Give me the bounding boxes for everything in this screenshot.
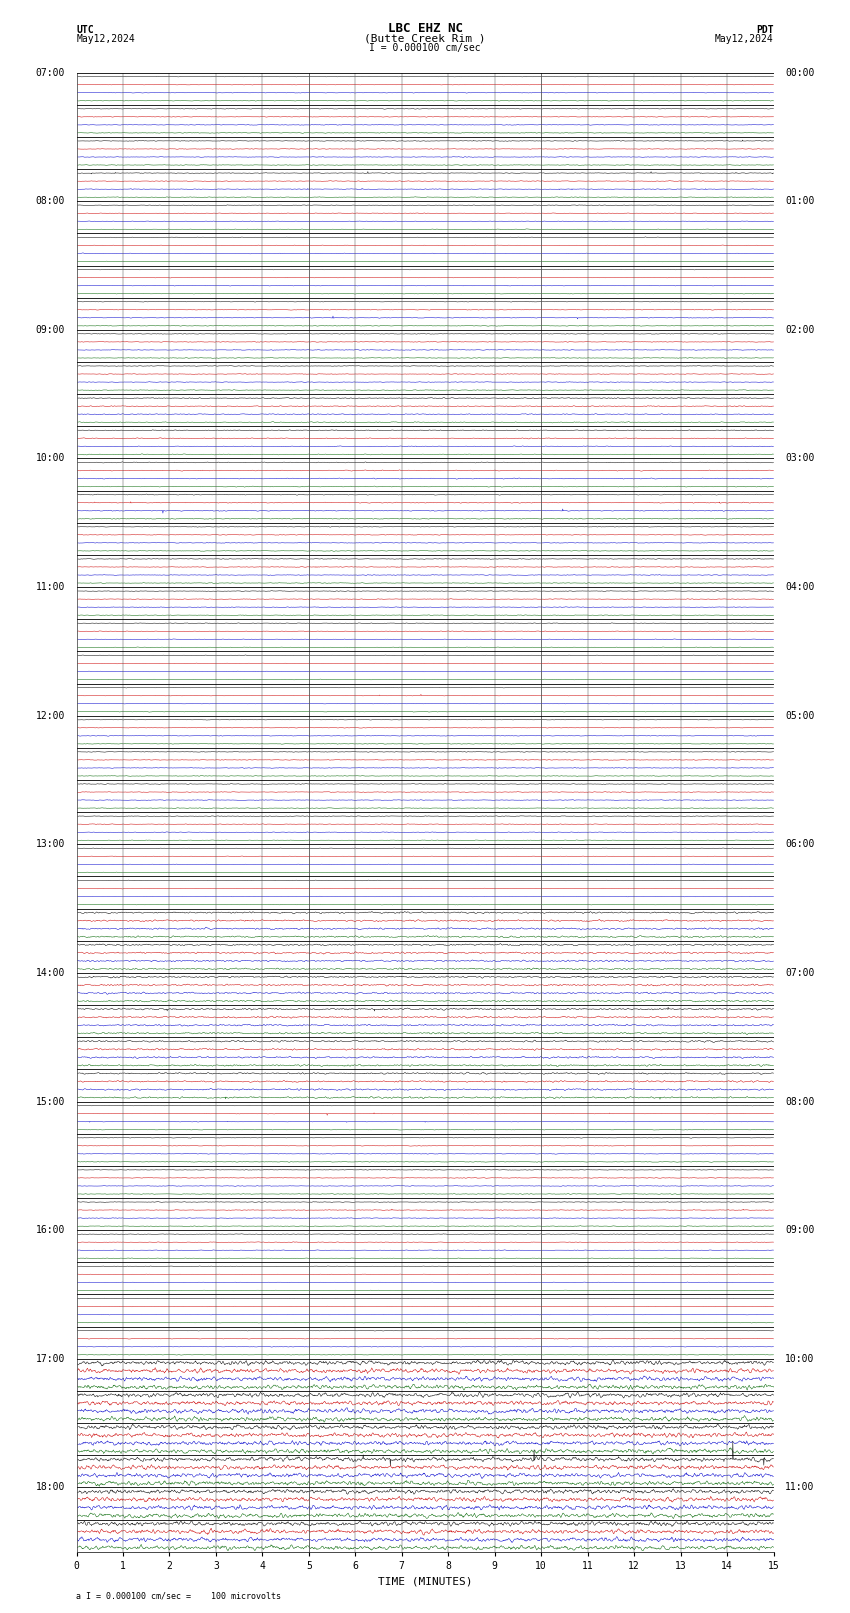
Text: 17:00: 17:00	[36, 1353, 65, 1363]
Text: 16:00: 16:00	[36, 1226, 65, 1236]
Text: 15:00: 15:00	[36, 1097, 65, 1107]
Text: PDT: PDT	[756, 24, 774, 35]
Text: 07:00: 07:00	[785, 968, 814, 977]
Text: 05:00: 05:00	[785, 711, 814, 721]
X-axis label: TIME (MINUTES): TIME (MINUTES)	[377, 1576, 473, 1586]
Text: I = 0.000100 cm/sec: I = 0.000100 cm/sec	[369, 44, 481, 53]
Text: 12:00: 12:00	[36, 711, 65, 721]
Text: May12,2024: May12,2024	[715, 34, 774, 44]
Text: 00:00: 00:00	[785, 68, 814, 77]
Text: 10:00: 10:00	[36, 453, 65, 463]
Text: 08:00: 08:00	[785, 1097, 814, 1107]
Text: 02:00: 02:00	[785, 324, 814, 336]
Text: 11:00: 11:00	[36, 582, 65, 592]
Text: (Butte Creek Rim ): (Butte Creek Rim )	[365, 34, 485, 44]
Text: 04:00: 04:00	[785, 582, 814, 592]
Text: 03:00: 03:00	[785, 453, 814, 463]
Text: 11:00: 11:00	[785, 1482, 814, 1492]
Text: May12,2024: May12,2024	[76, 34, 135, 44]
Text: 07:00: 07:00	[36, 68, 65, 77]
Text: LBC EHZ NC: LBC EHZ NC	[388, 21, 462, 35]
Text: 08:00: 08:00	[36, 197, 65, 206]
Text: UTC: UTC	[76, 24, 94, 35]
Text: 06:00: 06:00	[785, 839, 814, 850]
Text: 09:00: 09:00	[36, 324, 65, 336]
Text: 18:00: 18:00	[36, 1482, 65, 1492]
Text: 01:00: 01:00	[785, 197, 814, 206]
Text: a I = 0.000100 cm/sec =    100 microvolts: a I = 0.000100 cm/sec = 100 microvolts	[76, 1590, 281, 1600]
Text: 13:00: 13:00	[36, 839, 65, 850]
Text: 14:00: 14:00	[36, 968, 65, 977]
Text: 09:00: 09:00	[785, 1226, 814, 1236]
Text: 10:00: 10:00	[785, 1353, 814, 1363]
